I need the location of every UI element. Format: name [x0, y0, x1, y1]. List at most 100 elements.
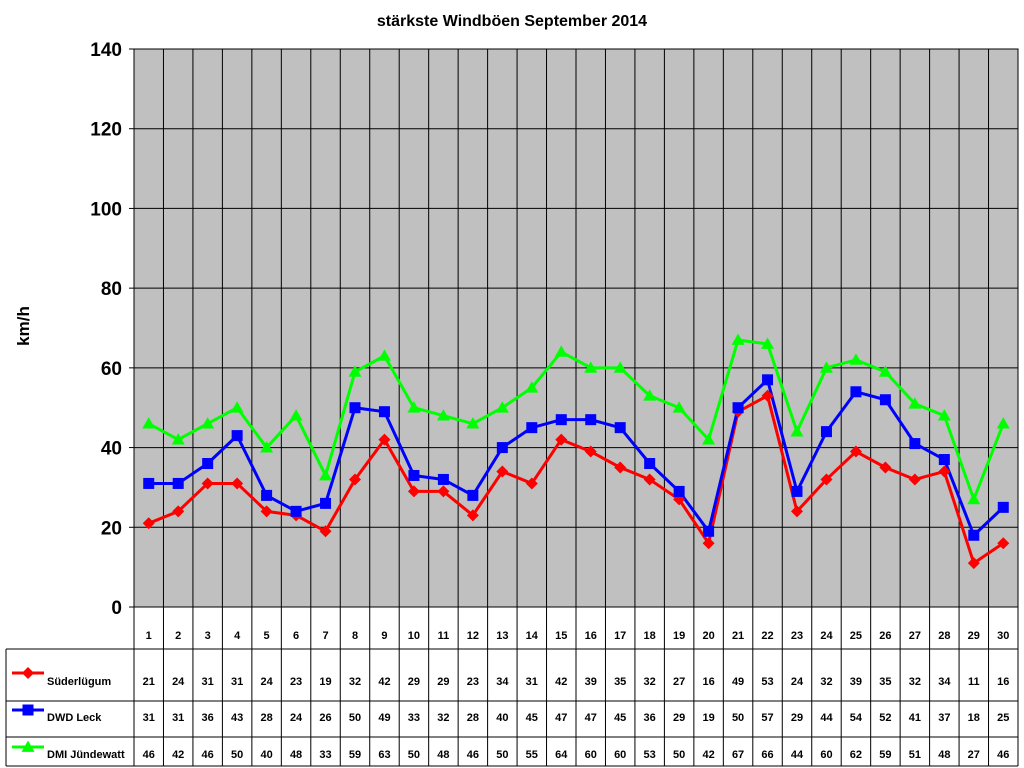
data-point	[614, 461, 627, 474]
x-tick-label: 19	[673, 630, 685, 642]
data-point	[171, 433, 185, 445]
data-point	[702, 537, 715, 550]
plot-area: 0 20 40 60 80 100 120 140	[90, 40, 1019, 619]
data-label: 50	[231, 749, 243, 761]
data-point	[466, 417, 480, 429]
data-label: 39	[585, 676, 597, 688]
y-tick-label: 140	[90, 40, 122, 61]
data-point	[555, 414, 567, 426]
data-label: 63	[378, 749, 390, 761]
data-point	[613, 361, 627, 373]
data-point	[349, 402, 361, 414]
data-point	[555, 433, 568, 446]
data-label: 47	[585, 712, 597, 724]
data-label: 45	[526, 712, 538, 724]
data-point	[201, 417, 215, 429]
y-tick-label: 100	[90, 199, 122, 220]
data-point	[143, 477, 155, 489]
data-label: 31	[231, 676, 243, 688]
legend-entry: Süderlügum	[47, 676, 111, 688]
data-label: 11	[968, 676, 980, 688]
data-point	[584, 361, 598, 373]
data-point	[672, 401, 686, 413]
data-label: 43	[231, 712, 243, 724]
data-label: 53	[644, 749, 656, 761]
data-label: 45	[614, 712, 626, 724]
data-point	[290, 505, 302, 517]
x-tick-label: 11	[438, 630, 450, 642]
data-label: 67	[732, 749, 744, 761]
data-label: 27	[673, 676, 685, 688]
data-point	[289, 409, 303, 421]
data-label: 60	[614, 749, 626, 761]
data-label: 35	[614, 676, 626, 688]
data-label: 42	[172, 749, 184, 761]
y-tick-label: 120	[90, 120, 122, 141]
data-label: 32	[909, 676, 921, 688]
data-point	[202, 458, 214, 470]
data-point	[466, 509, 479, 522]
data-point	[377, 349, 391, 361]
data-point	[820, 426, 832, 438]
x-tick-label: 25	[850, 630, 862, 642]
data-point	[525, 381, 539, 393]
data-point	[142, 417, 156, 429]
data-label: 29	[408, 676, 420, 688]
data-point	[938, 465, 951, 478]
series-line	[148, 338, 1005, 501]
x-tick-label: 12	[467, 630, 479, 642]
data-point	[496, 442, 508, 454]
data-label: 32	[349, 676, 361, 688]
data-label: 48	[290, 749, 302, 761]
data-label: 50	[349, 712, 361, 724]
data-label: 60	[585, 749, 597, 761]
data-point	[407, 401, 421, 413]
data-point	[437, 485, 450, 498]
data-label: 24	[791, 676, 804, 688]
data-point	[348, 365, 362, 377]
data-point	[702, 433, 716, 445]
x-tick-label: 17	[614, 630, 626, 642]
data-point	[172, 477, 184, 489]
data-point	[584, 445, 597, 458]
data-label: 31	[143, 712, 155, 724]
x-tick-label: 22	[761, 630, 773, 642]
data-label: 57	[761, 712, 773, 724]
data-label: 49	[732, 676, 744, 688]
data-point	[968, 529, 980, 541]
x-tick-label: 2	[175, 630, 181, 642]
data-label: 66	[761, 749, 773, 761]
x-tick-label: 14	[526, 630, 539, 642]
data-label: 24	[290, 712, 303, 724]
data-point	[761, 337, 775, 349]
y-tick-label: 0	[111, 598, 122, 619]
data-point	[731, 333, 745, 345]
data-label: 36	[644, 712, 656, 724]
data-label: 32	[820, 676, 832, 688]
data-point	[585, 414, 597, 426]
data-point	[496, 465, 509, 478]
data-point	[142, 517, 155, 530]
data-point	[644, 458, 656, 470]
data-point	[320, 497, 332, 509]
legend-entry: DWD Leck	[47, 712, 102, 724]
data-point	[378, 433, 391, 446]
data-point	[495, 401, 509, 413]
data-label: 42	[555, 676, 567, 688]
data-point	[319, 468, 333, 481]
data-point	[408, 469, 420, 481]
data-label: 50	[408, 749, 420, 761]
data-point	[820, 473, 833, 486]
data-point	[908, 473, 921, 486]
y-tick-label: 80	[101, 279, 122, 300]
data-label: 32	[437, 712, 449, 724]
data-label: 51	[909, 749, 921, 761]
data-point	[819, 361, 833, 373]
data-point	[908, 397, 922, 409]
data-label: 42	[702, 749, 714, 761]
x-tick-label: 4	[234, 630, 241, 642]
data-point	[231, 477, 244, 490]
x-tick-label: 28	[938, 630, 950, 642]
y-tick-label: 40	[101, 439, 122, 460]
data-label: 41	[909, 712, 921, 724]
